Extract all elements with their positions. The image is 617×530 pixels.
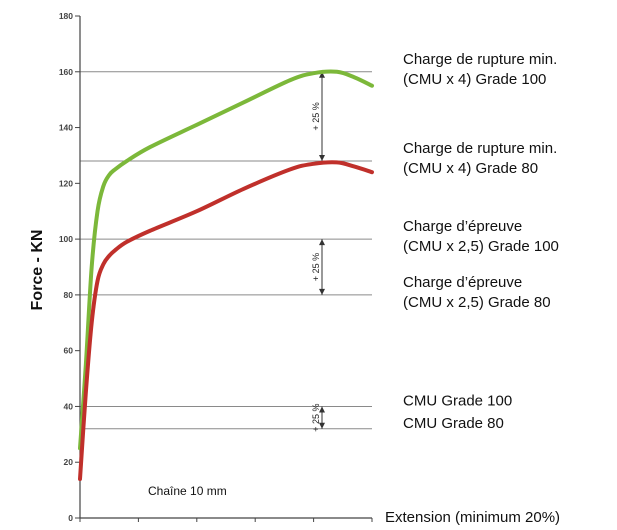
series-line — [78, 160, 374, 481]
percent-arrow-label: + 25 % — [311, 102, 321, 130]
arrow-head-up — [319, 71, 325, 78]
reference-label-line1: Charge d’épreuve — [403, 218, 522, 235]
reference-label-line2: (CMU x 2,5) Grade 80 — [403, 294, 551, 311]
reference-labels: Charge de rupture min. (CMU x 4) Grade 10… — [403, 51, 559, 432]
series-line — [78, 69, 374, 451]
reference-label-line1: Charge d’épreuve — [403, 274, 522, 291]
y-tick-label: 80 — [64, 290, 74, 300]
y-axis: 0 20 40 60 80 100 120 140 160 180 — [59, 11, 81, 523]
percent-arrows: + 25 % + 25 % + 25 % — [311, 71, 325, 432]
y-tick-label: 60 — [64, 346, 74, 356]
x-axis-label: Extension (minimum 20%) — [385, 509, 560, 526]
x-axis — [79, 517, 373, 522]
y-axis-label: Force - KN — [29, 230, 46, 311]
reference-label: CMU Grade 80 — [403, 415, 504, 432]
arrow-head-up — [319, 239, 325, 246]
y-tick-label: 180 — [59, 11, 73, 21]
y-tick-label: 0 — [68, 513, 73, 523]
y-tick-label: 120 — [59, 178, 73, 188]
arrow-head-down — [319, 155, 325, 162]
y-tick-label: 20 — [64, 457, 74, 467]
reference-label-line1: Charge de rupture min. — [403, 51, 557, 68]
percent-arrow-label: + 25 % — [311, 403, 321, 431]
y-tick-label: 160 — [59, 67, 73, 77]
percent-arrow-label: + 25 % — [311, 253, 321, 281]
reference-label-line2: (CMU x 4) Grade 80 — [403, 160, 538, 177]
reference-label-line2: (CMU x 2,5) Grade 100 — [403, 238, 559, 255]
y-tick-label: 100 — [59, 234, 73, 244]
reference-label: CMU Grade 100 — [403, 392, 512, 409]
arrow-head-down — [319, 422, 325, 429]
y-tick-label: 40 — [64, 401, 74, 411]
arrow-head-down — [319, 288, 325, 295]
arrow-head-up — [319, 406, 325, 413]
reference-label-line1: Charge de rupture min. — [403, 140, 557, 157]
reference-label-line2: (CMU x 4) Grade 100 — [403, 71, 546, 88]
chart-note: Chaîne 10 mm — [148, 484, 227, 498]
reference-lines — [80, 71, 372, 430]
series-curves — [78, 69, 374, 481]
y-tick-label: 140 — [59, 123, 73, 133]
